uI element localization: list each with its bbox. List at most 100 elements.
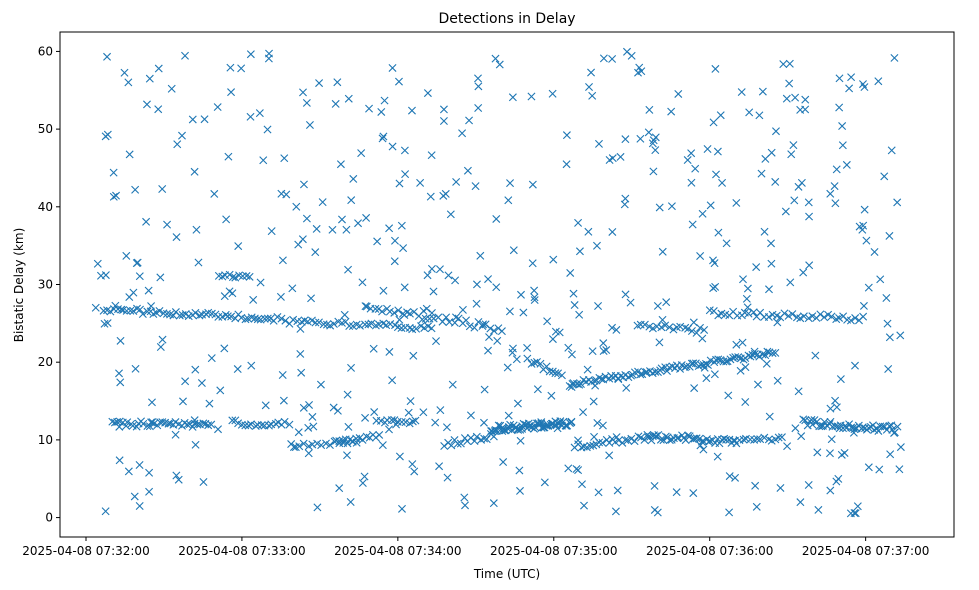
data-point <box>103 319 112 328</box>
data-point <box>598 421 607 430</box>
data-point <box>124 467 133 476</box>
data-point <box>429 287 438 296</box>
data-point <box>336 160 345 169</box>
data-point <box>594 139 603 148</box>
data-point <box>525 422 534 431</box>
x-axis-label: Time (UTC) <box>473 567 540 581</box>
data-point <box>246 420 255 429</box>
data-point <box>696 323 704 332</box>
data-point <box>780 309 789 318</box>
data-point <box>825 449 834 458</box>
data-point <box>757 169 766 178</box>
data-point <box>567 350 576 359</box>
data-point <box>296 324 305 333</box>
data-point <box>480 385 489 394</box>
data-point <box>672 488 681 497</box>
data-point <box>709 256 717 265</box>
data-point <box>331 99 340 108</box>
data-point <box>767 148 776 157</box>
data-point <box>771 348 780 357</box>
data-point <box>302 214 311 223</box>
data-point <box>263 314 272 323</box>
data-point <box>178 131 186 140</box>
data-point <box>470 437 479 445</box>
data-point <box>277 314 286 323</box>
data-point <box>479 320 488 329</box>
data-point <box>109 192 118 201</box>
data-point <box>763 347 772 356</box>
data-point <box>630 368 639 377</box>
data-point <box>299 88 307 97</box>
data-point <box>858 225 867 234</box>
data-point <box>282 190 291 199</box>
data-point <box>788 310 797 319</box>
data-point <box>377 107 386 116</box>
data-point <box>115 422 124 431</box>
data-point <box>253 315 262 324</box>
data-point <box>732 340 741 349</box>
data-point <box>199 419 208 428</box>
data-point <box>172 471 181 480</box>
data-point <box>482 435 491 444</box>
data-point <box>637 433 646 442</box>
data-point <box>527 423 536 432</box>
data-point <box>599 347 608 356</box>
data-point <box>799 312 808 321</box>
data-point <box>378 441 387 450</box>
data-point <box>513 399 522 408</box>
data-point <box>777 433 786 442</box>
data-point <box>508 344 517 353</box>
data-point <box>435 265 444 274</box>
data-point <box>860 83 869 92</box>
data-point <box>702 374 711 383</box>
data-point <box>893 422 902 431</box>
data-point <box>605 156 614 165</box>
data-point <box>885 422 894 431</box>
data-point <box>649 136 658 145</box>
data-point <box>814 505 823 514</box>
data-point <box>616 152 625 161</box>
data-point <box>476 251 485 260</box>
data-point <box>536 359 545 368</box>
data-point <box>608 227 617 236</box>
data-point <box>398 504 406 513</box>
data-point <box>523 343 532 352</box>
data-point <box>773 318 782 327</box>
data-point <box>479 418 488 427</box>
data-point <box>579 442 588 451</box>
data-point <box>364 320 373 329</box>
data-point <box>548 335 557 344</box>
data-point <box>305 400 314 409</box>
data-point <box>725 472 734 481</box>
data-point <box>883 319 892 328</box>
y-tick-label: 0 <box>45 511 53 525</box>
data-point <box>517 290 525 299</box>
data-point <box>441 189 450 198</box>
data-point <box>731 473 740 482</box>
data-point <box>349 174 358 183</box>
data-point <box>122 306 131 315</box>
data-point <box>427 324 436 333</box>
data-point <box>890 428 899 437</box>
data-point <box>528 180 537 189</box>
data-point <box>142 100 151 109</box>
data-point <box>676 322 685 331</box>
data-point <box>340 310 349 319</box>
data-point <box>246 50 255 59</box>
data-point <box>380 96 389 105</box>
data-point <box>853 502 862 511</box>
data-point <box>471 182 480 191</box>
data-point <box>317 441 326 450</box>
data-point <box>329 319 338 328</box>
data-point <box>224 152 233 161</box>
data-point <box>130 492 139 501</box>
data-point <box>378 134 387 143</box>
data-point <box>178 397 187 406</box>
data-point <box>644 128 653 137</box>
data-point <box>342 225 351 234</box>
data-point <box>599 339 608 348</box>
data-point <box>712 170 720 179</box>
data-point <box>665 323 674 332</box>
data-point <box>420 324 429 333</box>
